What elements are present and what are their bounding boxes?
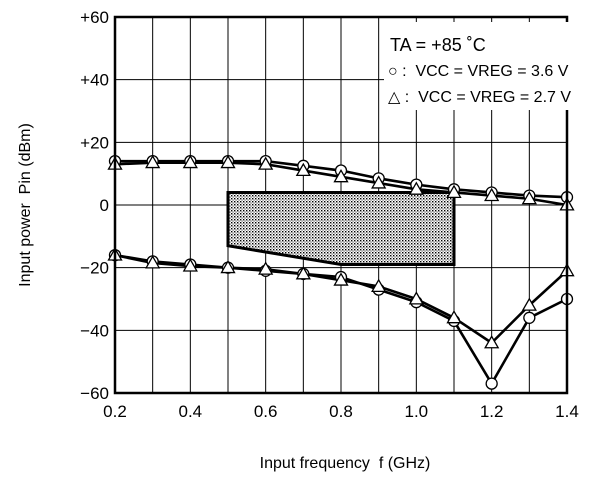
legend-circle-entry: ○ : VCC = VREG = 3.6 V	[388, 63, 569, 80]
y-tick-label: 0	[100, 196, 109, 215]
triangle-marker	[145, 154, 161, 169]
triangle-marker	[295, 266, 311, 280]
triangle-marker	[408, 291, 424, 305]
y-tick-label: −20	[80, 259, 109, 278]
triangle-marker	[258, 261, 274, 275]
operating-region-area	[226, 190, 456, 267]
circle-marker	[485, 377, 498, 390]
triangle-marker	[446, 184, 462, 198]
triangle-marker	[521, 297, 537, 311]
triangle-marker	[182, 258, 198, 272]
triangle-marker	[182, 154, 198, 169]
y-tick-label: +20	[80, 133, 109, 152]
plot-frame	[113, 15, 569, 395]
triangle-marker	[446, 309, 462, 324]
triangle-marker	[333, 272, 349, 286]
triangle-marker	[484, 335, 500, 349]
triangle-marker	[295, 162, 311, 177]
y-tick-label: +40	[80, 71, 109, 90]
triangle-marker	[371, 278, 387, 292]
circle-marker	[523, 311, 536, 324]
triangle-marker	[371, 175, 387, 189]
x-tick-label: 0.4	[179, 402, 203, 421]
x-tick-label: 0.8	[329, 402, 353, 421]
y-tick-label: −40	[80, 321, 109, 340]
x-tick-label: 1.4	[555, 402, 579, 421]
triangle-marker	[220, 259, 236, 274]
x-tick-label: 0.6	[254, 402, 278, 421]
y-tick-label: −60	[80, 384, 109, 403]
x-tick-labels: 0.2 0.4 0.6 0.8 1.0 1.2 1.4	[103, 402, 579, 421]
x-axis-label: Input frequency f (GHz)	[260, 455, 431, 472]
legend-condition: TA = +85 ˚C	[390, 35, 486, 55]
triangle-marker	[521, 190, 537, 205]
operating-region	[226, 190, 456, 267]
x-tick-label: 0.2	[103, 402, 127, 421]
x-tick-label: 1.2	[480, 402, 504, 421]
triangle-marker	[258, 156, 274, 170]
triangle-marker	[145, 255, 161, 269]
legend: TA = +85 ˚C ○ : VCC = VREG = 3.6 V △ : V…	[384, 22, 576, 110]
triangle-marker	[484, 187, 500, 202]
x-tick-label: 1.0	[405, 402, 429, 421]
triangle-marker	[333, 168, 349, 183]
series-markers	[107, 154, 575, 390]
triangle-marker	[408, 181, 424, 195]
y-axis-label: Input power Pin (dBm)	[17, 123, 34, 287]
legend-box	[384, 22, 576, 110]
triangle-marker	[220, 154, 236, 169]
y-tick-labels: −60 −40 −20 0 +20 +40 +60	[80, 8, 109, 403]
legend-triangle-entry: △ : VCC = VREG = 2.7 V	[388, 89, 571, 106]
y-tick-label: +60	[80, 8, 109, 27]
